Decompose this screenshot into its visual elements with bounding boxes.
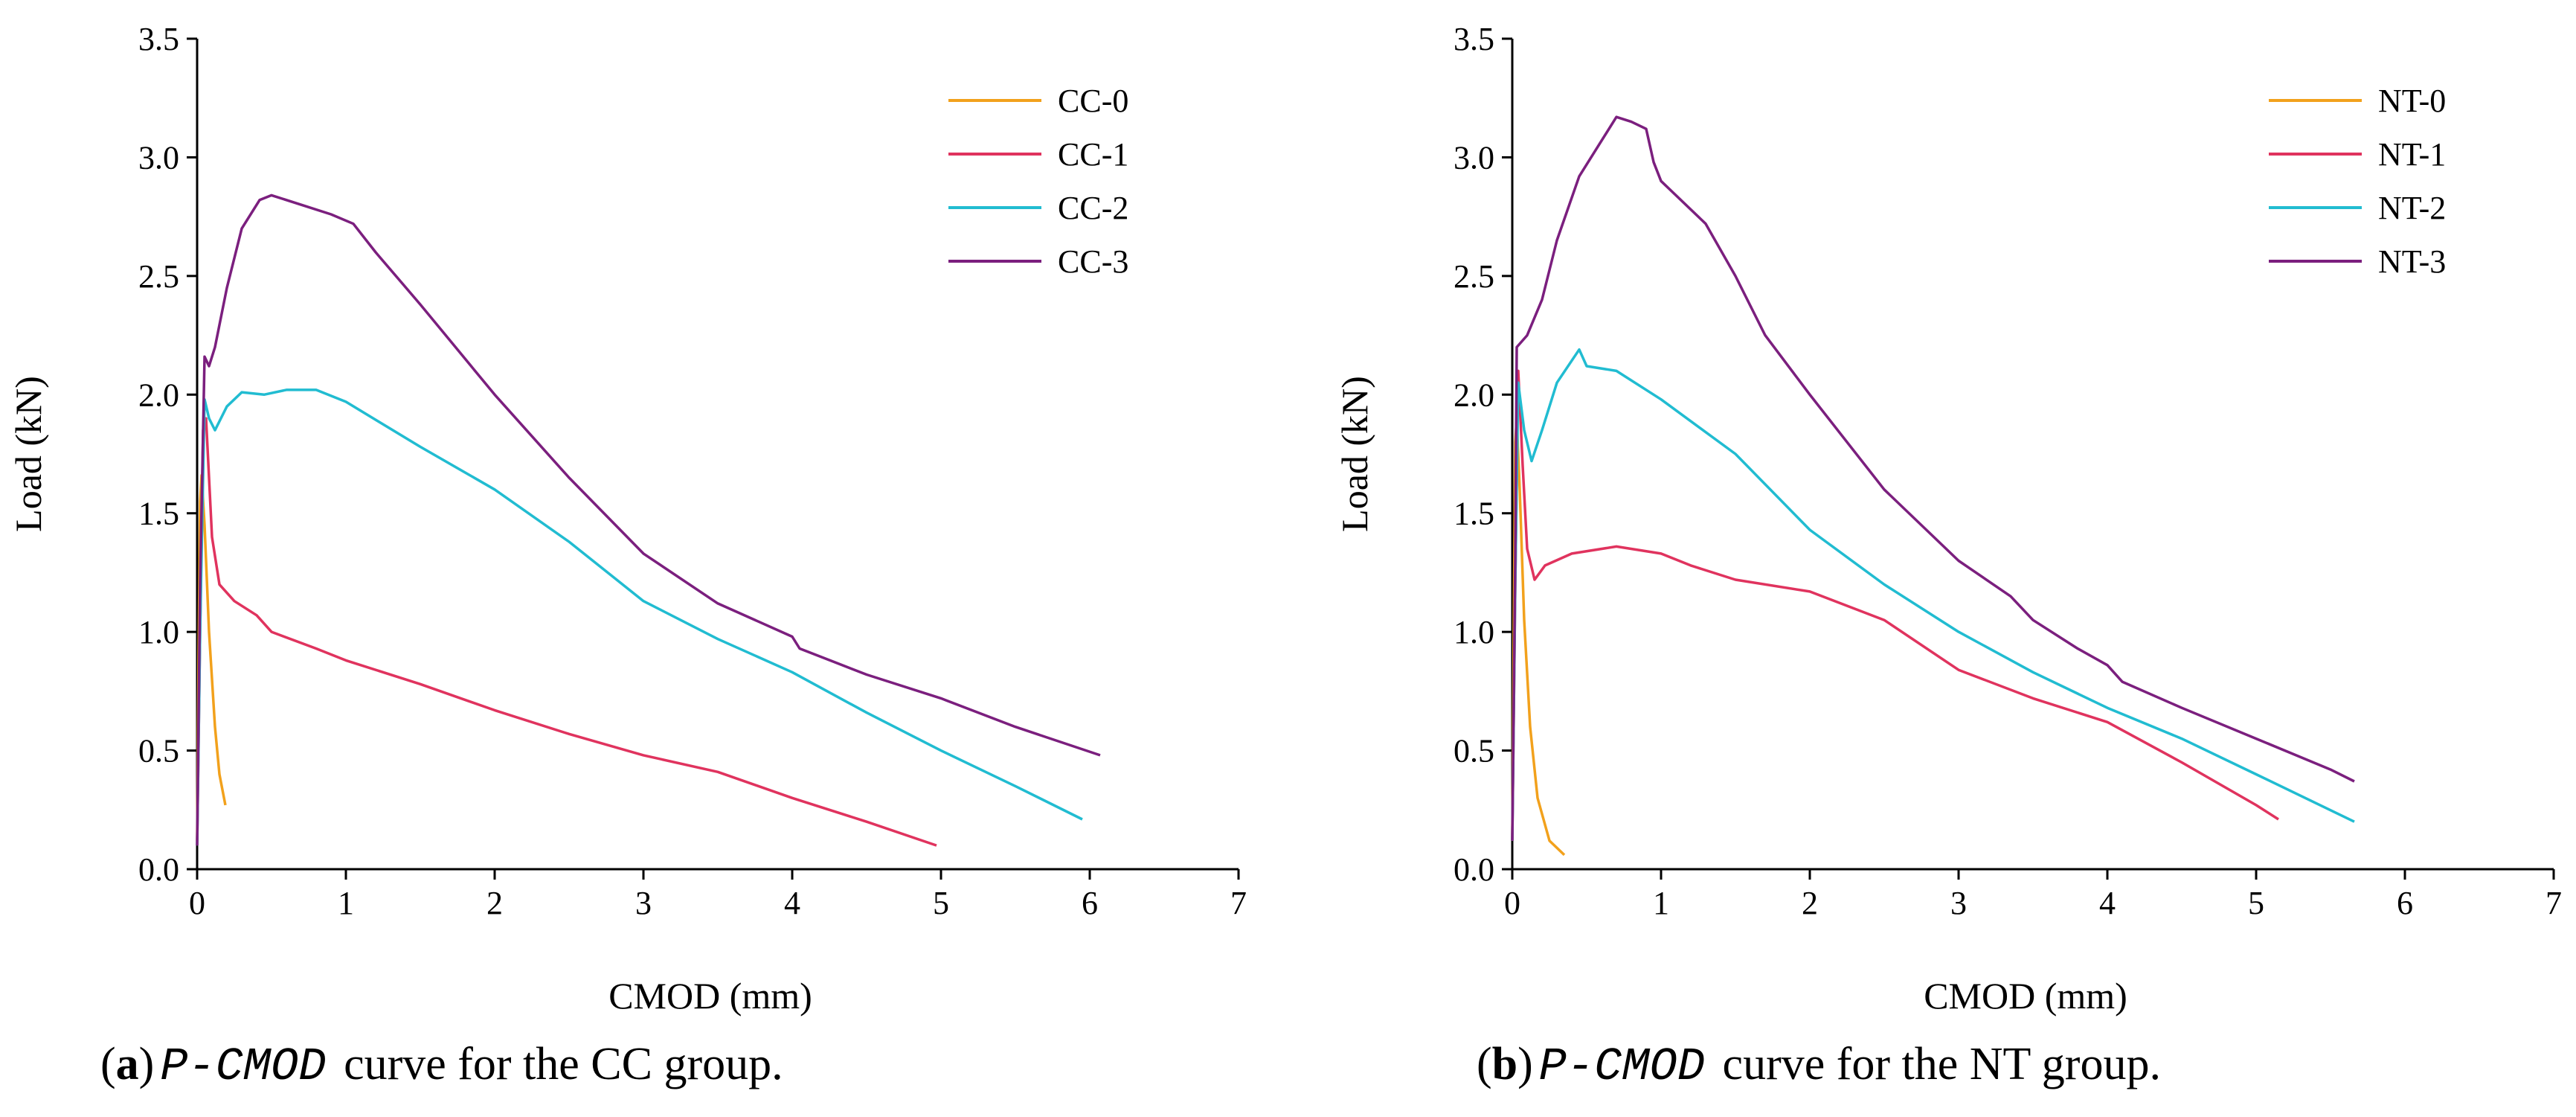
y-tick-label: 1.5: [1454, 496, 1494, 532]
caption-nt-group: (b) P-CMOD curve for the NT group.: [1477, 1039, 2161, 1093]
series-line-nt-3: [1511, 115, 2355, 841]
y-tick-label: 2.5: [138, 258, 179, 295]
y-tick-label: 0.5: [1454, 733, 1494, 769]
x-tick-label: 4: [2099, 885, 2116, 921]
x-tick-label: 5: [2248, 885, 2264, 921]
y-tick-label: 1.0: [138, 614, 179, 650]
legend-label: NT-0: [2378, 83, 2446, 119]
x-tick-label: 3: [1950, 885, 1967, 921]
y-tick-label: 3.5: [138, 21, 179, 57]
series-line-nt-2: [1511, 348, 2355, 841]
legend-label: CC-0: [1058, 83, 1128, 119]
x-tick-label: 1: [338, 885, 354, 921]
y-tick-label: 2.0: [1454, 377, 1494, 413]
x-tick-label: 3: [635, 885, 652, 921]
caption-letter: b: [1491, 1039, 1518, 1089]
y-tick-label: 3.0: [138, 139, 179, 176]
x-tick-label: 4: [784, 885, 800, 921]
y-tick-label: 2.5: [1454, 258, 1494, 295]
y-tick-label: 0.0: [138, 851, 179, 888]
caption-letter: a: [115, 1039, 139, 1089]
x-tick-label: 0: [189, 885, 205, 921]
chart-panel-nt: 0 1 2 3 4 5 6 7 0.0 0.5 1.0 1.5 2.0 2.5 3.0 3.5 CMOD (mm…: [1334, 21, 2562, 1017]
caption-math: P-CMOD: [160, 1040, 327, 1093]
legend-label: CC-1: [1058, 136, 1128, 173]
y-tick-label: 2.0: [138, 377, 179, 413]
legend-label: NT-2: [2378, 190, 2446, 226]
y-tick-label: 0.0: [1454, 851, 1494, 888]
x-tick-label: 5: [933, 885, 949, 921]
caption-text: curve for the NT group.: [1722, 1039, 2161, 1089]
y-axis-label: Load (kN): [7, 376, 49, 532]
series-line-nt-1: [1511, 369, 2279, 841]
x-tick-label: 7: [2546, 885, 2562, 921]
y-tick-label: 3.0: [1454, 139, 1494, 176]
caption-math: P-CMOD: [1538, 1040, 1706, 1093]
y-tick-label: 1.5: [138, 496, 179, 532]
x-tick-label: 6: [1082, 885, 1098, 921]
legend-label: CC-3: [1058, 243, 1128, 280]
legend-label: NT-3: [2378, 243, 2446, 280]
legend-label: NT-1: [2378, 136, 2446, 173]
caption-cc-group: (a) P-CMOD curve for the CC group.: [100, 1039, 783, 1093]
x-tick-label: 6: [2397, 885, 2413, 921]
y-axis-label: Load (kN): [1334, 376, 1375, 532]
x-axis-label: CMOD (mm): [608, 975, 812, 1017]
chart-panel-cc: 0 1 2 3 4 5 6 7 0.0 0.5 1.0 1.5 2.0 2.5 3.0 3.5 CMOD (mm…: [7, 21, 1247, 1017]
series-line-cc-2: [196, 388, 1083, 846]
y-tick-label: 3.5: [1454, 21, 1494, 57]
x-tick-label: 1: [1653, 885, 1669, 921]
series-line-cc-3: [196, 193, 1101, 846]
series-line-cc-1: [196, 417, 937, 847]
x-tick-label: 7: [1230, 885, 1247, 921]
y-tick-label: 0.5: [138, 733, 179, 769]
series-line-nt-0: [1511, 417, 1566, 857]
x-tick-label: 2: [486, 885, 503, 921]
x-tick-label: 0: [1504, 885, 1520, 921]
y-tick-label: 1.0: [1454, 614, 1494, 650]
caption-text: curve for the CC group.: [344, 1039, 783, 1089]
x-tick-label: 2: [1802, 885, 1818, 921]
legend-label: CC-2: [1058, 190, 1128, 226]
x-axis-label: CMOD (mm): [1924, 975, 2127, 1017]
